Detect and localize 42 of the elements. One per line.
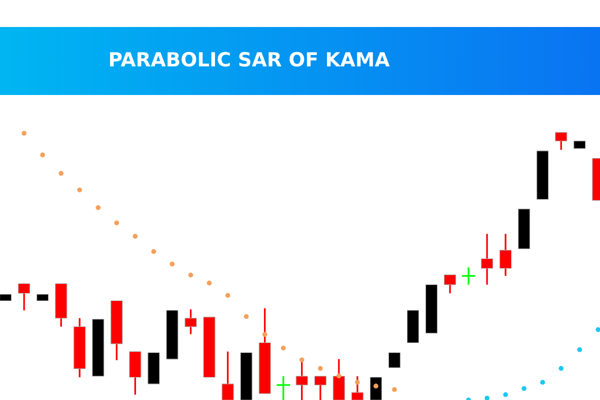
candlestick — [184, 308, 197, 336]
point — [522, 386, 526, 391]
point — [244, 314, 249, 319]
point — [336, 374, 342, 378]
candlestick — [296, 358, 308, 400]
candlestick — [370, 376, 382, 400]
candlestick — [388, 352, 400, 368]
candlestick — [444, 274, 456, 294]
point — [206, 280, 212, 286]
candlestick — [351, 375, 364, 400]
candlestick — [314, 375, 326, 400]
point — [77, 188, 82, 192]
point — [22, 130, 26, 136]
point — [114, 220, 120, 226]
point — [132, 234, 138, 239]
candlestick — [481, 233, 494, 286]
point — [170, 262, 175, 266]
point — [540, 380, 545, 385]
point — [262, 332, 268, 337]
point — [374, 384, 378, 388]
point — [577, 347, 582, 352]
point — [484, 396, 490, 400]
point — [58, 170, 64, 176]
candlestick — [332, 358, 345, 400]
point — [225, 292, 230, 298]
candlestick — [500, 233, 512, 277]
point — [280, 346, 286, 350]
point — [392, 387, 397, 392]
point — [96, 205, 101, 210]
candlestick — [18, 282, 30, 312]
chart-title: PARABOLIC SAR OF KAMA — [110, 52, 390, 67]
point — [40, 152, 45, 158]
point — [596, 327, 600, 332]
candlestick — [222, 350, 234, 400]
point — [558, 366, 564, 371]
candlestick — [555, 132, 568, 151]
point — [151, 249, 156, 254]
point — [503, 392, 508, 398]
point — [318, 366, 323, 371]
point — [355, 380, 360, 385]
point — [299, 357, 304, 362]
point — [188, 272, 194, 278]
